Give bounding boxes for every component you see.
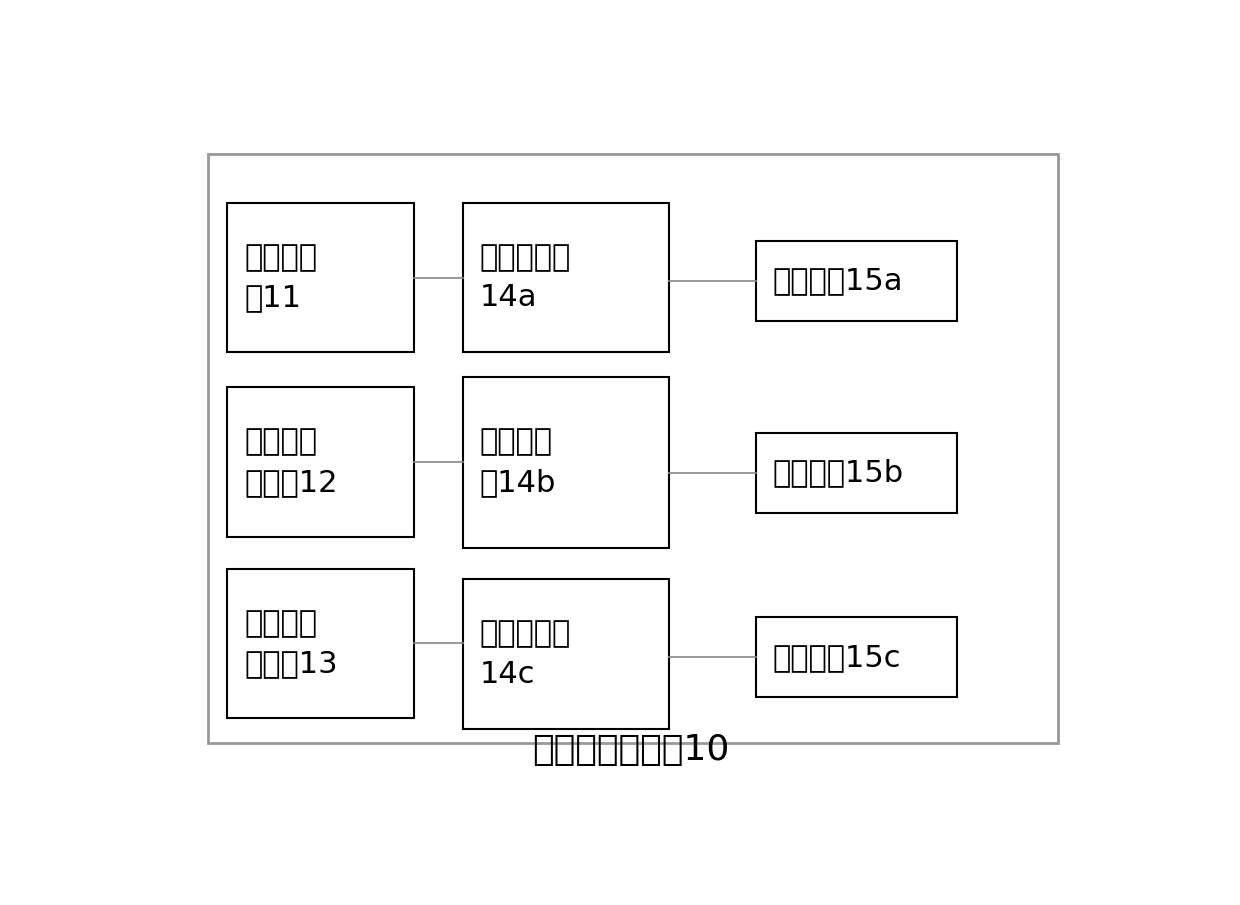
Bar [227, 568, 414, 719]
Text: 第二开关15b: 第二开关15b [773, 458, 904, 487]
Text: 第三开关15c: 第三开关15c [773, 643, 901, 672]
Text: 第一开关15a: 第一开关15a [773, 267, 904, 296]
Text: 分布式燃
气电站13: 分布式燃 气电站13 [244, 609, 339, 678]
Bar [755, 241, 957, 321]
Text: 太阳能光
伏电站12: 太阳能光 伏电站12 [244, 427, 337, 497]
Bar [227, 203, 414, 353]
Text: 第一变流器
14a: 第一变流器 14a [480, 243, 572, 312]
Bar [755, 433, 957, 513]
Bar [208, 154, 1058, 743]
Bar [463, 203, 670, 353]
Text: 分布式发电单元10: 分布式发电单元10 [532, 733, 729, 767]
Text: 第二变流
器14b: 第二变流 器14b [480, 427, 557, 497]
Bar [463, 376, 670, 548]
Bar [463, 579, 670, 729]
Text: 第三变流器
14c: 第三变流器 14c [480, 619, 572, 689]
Bar [755, 617, 957, 698]
Bar [227, 387, 414, 538]
Text: 风力发电
站11: 风力发电 站11 [244, 243, 317, 312]
